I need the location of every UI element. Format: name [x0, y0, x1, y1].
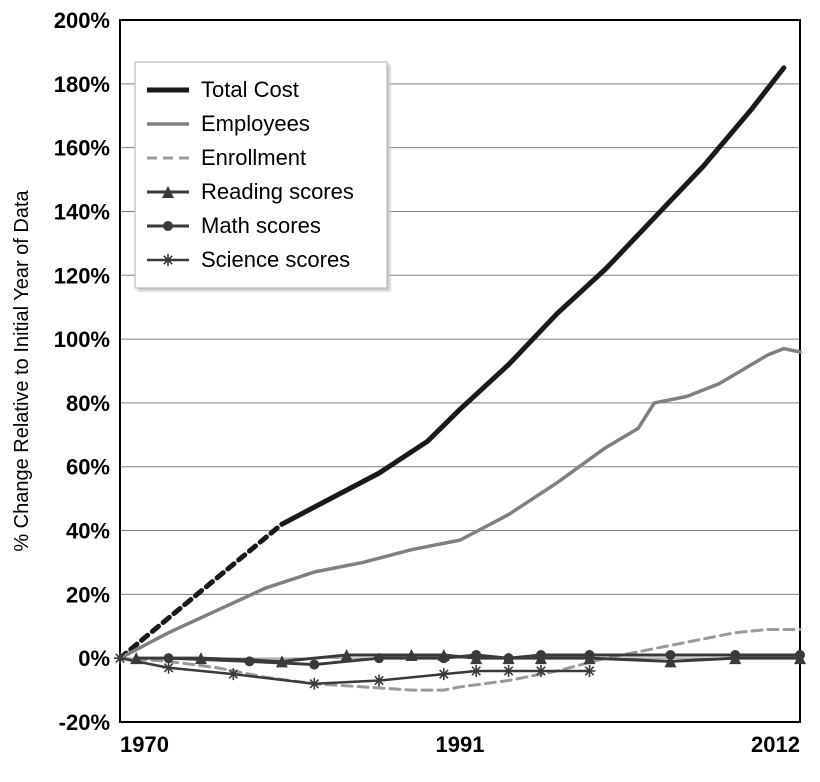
marker-circle [471, 650, 481, 660]
marker-circle [374, 653, 384, 663]
y-tick-label: 180% [54, 72, 110, 97]
y-tick-label: 100% [54, 327, 110, 352]
marker-circle [536, 650, 546, 660]
y-tick-label: -20% [59, 710, 110, 735]
marker-asterisk [114, 652, 126, 664]
x-tick-label: 1991 [436, 732, 485, 757]
legend: Total Cost Employees Enrollment Reading sco… [135, 62, 387, 288]
legend-label: Math scores [201, 213, 321, 238]
line-chart: -20% 0% 20% 40% 60% 80% 100% 120% 140% 160% 180% 20… [0, 0, 820, 782]
marker-circle [164, 653, 174, 663]
legend-label: Enrollment [201, 145, 306, 170]
legend-label: Reading scores [201, 179, 354, 204]
marker-circle [439, 653, 449, 663]
y-tick-label: 40% [66, 519, 110, 544]
y-tick-label: 60% [66, 455, 110, 480]
y-tick-label: 0% [78, 646, 110, 671]
chart-container: -20% 0% 20% 40% 60% 80% 100% 120% 140% 160% 180% 20… [0, 0, 820, 782]
y-axis-label: % Change Relative to Initial Year of Dat… [11, 189, 33, 551]
marker-circle [585, 650, 595, 660]
marker-circle [245, 656, 255, 666]
marker-circle [163, 221, 173, 231]
y-tick-label: 80% [66, 391, 110, 416]
x-tick-label: 2012 [751, 732, 800, 757]
marker-asterisk [227, 668, 239, 680]
y-tick-label: 120% [54, 263, 110, 288]
y-tick-label: 160% [54, 136, 110, 161]
marker-circle [665, 650, 675, 660]
marker-asterisk [162, 254, 174, 266]
y-tick-label: 20% [66, 582, 110, 607]
marker-circle [795, 650, 805, 660]
y-tick-label: 140% [54, 199, 110, 224]
legend-label: Science scores [201, 247, 350, 272]
legend-label: Total Cost [201, 77, 299, 102]
marker-circle [504, 653, 514, 663]
y-tick-label: 200% [54, 8, 110, 33]
x-tick-label: 1970 [120, 732, 169, 757]
legend-label: Employees [201, 111, 310, 136]
marker-circle [730, 650, 740, 660]
marker-circle [309, 660, 319, 670]
